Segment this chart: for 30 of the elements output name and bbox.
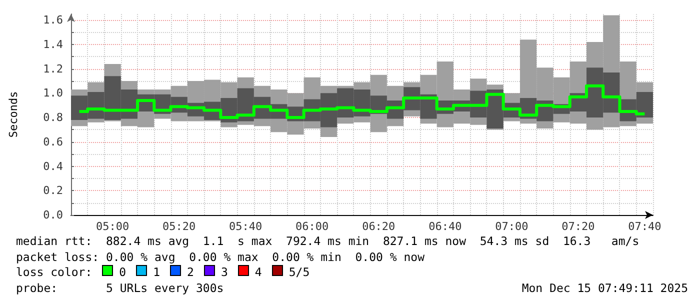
legend-label: 1	[153, 265, 160, 281]
x-tick-label: 05:20	[162, 220, 196, 233]
y-axis-title: Seconds	[7, 91, 20, 138]
x-tick-label: 06:00	[296, 220, 329, 233]
legend-label: 3	[220, 265, 228, 281]
legend-label: 4	[254, 265, 262, 281]
y-tick-label: 0.4	[43, 160, 64, 173]
x-tick-label: 07:20	[562, 220, 595, 233]
legend-label: 2	[187, 265, 194, 281]
y-tick-label: 1.0	[43, 86, 63, 100]
y-tick-label: 0.0	[43, 208, 63, 222]
text: median rtt: 882.4 ms avg 1.1 s max 792.4 ms min 827.1 ms now 54.3 ms sd 16.3 am/s	[16, 234, 640, 250]
x-tick-label: 07:40	[628, 220, 662, 233]
x-tick-label: 06:40	[428, 220, 462, 233]
text: Mon Dec 15 07:49:11 2025	[522, 280, 688, 296]
x-tick-label: 06:20	[362, 220, 396, 233]
legend-title: loss color:	[16, 265, 92, 281]
x-tick-label: 07:00	[495, 220, 528, 233]
x-tick-label: 05:40	[229, 220, 262, 233]
legend-label: 0	[119, 265, 126, 281]
text: probe: 5 URLs every 300s	[16, 280, 224, 296]
y-tick-label: 0.6	[43, 135, 63, 148]
legend-label: 5/5	[288, 265, 310, 281]
y-tick-label: 0.2	[43, 184, 63, 198]
y-tick-label: 1.2	[43, 62, 63, 76]
y-tick-label: 1.6	[43, 14, 63, 27]
y-tick-label: 0.8	[43, 111, 63, 124]
x-tick-label: 05:00	[96, 220, 130, 233]
text: packet loss: 0.00 % avg 0.00 % max 0.00 % min 0.00 % now	[16, 250, 424, 266]
y-tick-label: 1.4	[43, 38, 64, 51]
